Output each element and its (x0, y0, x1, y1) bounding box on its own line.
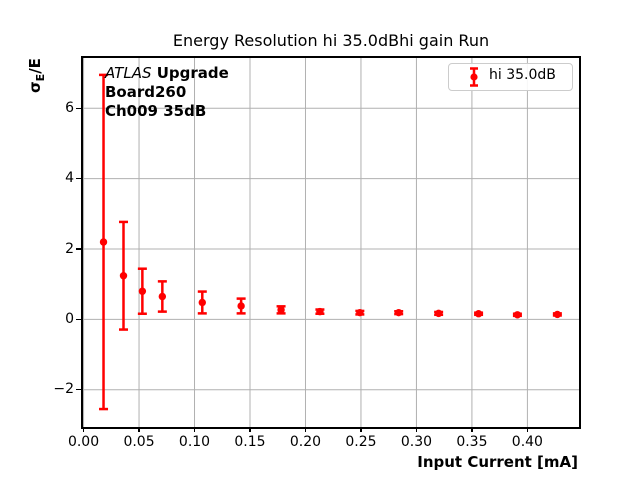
y-tick-label: 2 (65, 240, 74, 257)
data-point (434, 309, 443, 318)
x-tick-label: 0.30 (400, 434, 433, 450)
data-point (237, 302, 245, 310)
x-tick-label: 0.20 (289, 434, 322, 450)
x-axis-label: Input Current [mA] (417, 453, 578, 471)
y-axis-label: σE/E (26, 58, 47, 93)
x-tick-label: 0.15 (234, 434, 266, 450)
data-point (277, 306, 285, 314)
data-point (198, 298, 206, 307)
data-point (474, 310, 483, 318)
x-tick-label: 0.10 (178, 434, 211, 450)
x-tick-label: 0.35 (456, 434, 488, 450)
annotation-line-1: ATLAS Upgrade (105, 64, 229, 83)
y-axis-label-sigma: σ (26, 81, 44, 93)
annotation-upgrade: Upgrade (151, 64, 229, 82)
data-point (138, 287, 147, 295)
x-tick-mark (249, 427, 251, 432)
x-tick-mark (360, 427, 362, 432)
y-tick-mark (76, 248, 81, 250)
data-point (158, 292, 167, 301)
x-tick-mark (415, 427, 418, 432)
x-tick-label: 0.05 (123, 434, 155, 450)
annotation-line-2: Board260 (105, 83, 187, 101)
y-tick-mark (76, 107, 81, 110)
y-tick-label: 0 (65, 310, 74, 327)
y-tick-label: −2 (53, 381, 74, 398)
annotation-atlas: ATLAS (105, 64, 152, 82)
y-tick-label: 6 (65, 99, 74, 116)
legend-box: hi 35.0dB (448, 63, 573, 91)
data-point (356, 308, 364, 317)
y-axis-label-rest: /E (26, 58, 44, 74)
legend-errorbar-glyph (470, 67, 478, 87)
plot-svg (83, 58, 579, 427)
data-point (394, 308, 403, 317)
x-tick-mark (526, 427, 529, 432)
y-tick-mark (76, 388, 81, 391)
x-tick-label: 0.00 (67, 434, 100, 450)
y-tick-label: 4 (65, 170, 74, 187)
annotation-block: ATLAS Upgrade Board260 Ch009 35dB (105, 64, 229, 121)
data-point (316, 307, 324, 316)
x-tick-mark (471, 427, 473, 432)
y-tick-mark (76, 177, 81, 180)
x-tick-mark (82, 427, 85, 432)
data-point (99, 238, 108, 246)
x-tick-label: 0.25 (345, 434, 377, 450)
x-tick-mark (304, 427, 307, 432)
x-tick-mark (138, 427, 140, 432)
legend-label: hi 35.0dB (489, 67, 556, 83)
y-axis-label-subscript: E (34, 73, 47, 82)
data-point (119, 272, 128, 280)
data-point (513, 311, 522, 319)
data-point (553, 310, 562, 319)
y-tick-mark (76, 318, 81, 321)
plot-area (81, 56, 581, 429)
chart-title: Energy Resolution hi 35.0dBhi gain Run (172, 31, 490, 50)
x-tick-label: 0.40 (511, 434, 543, 450)
annotation-line-3: Ch009 35dB (105, 102, 207, 120)
x-tick-mark (193, 427, 196, 432)
